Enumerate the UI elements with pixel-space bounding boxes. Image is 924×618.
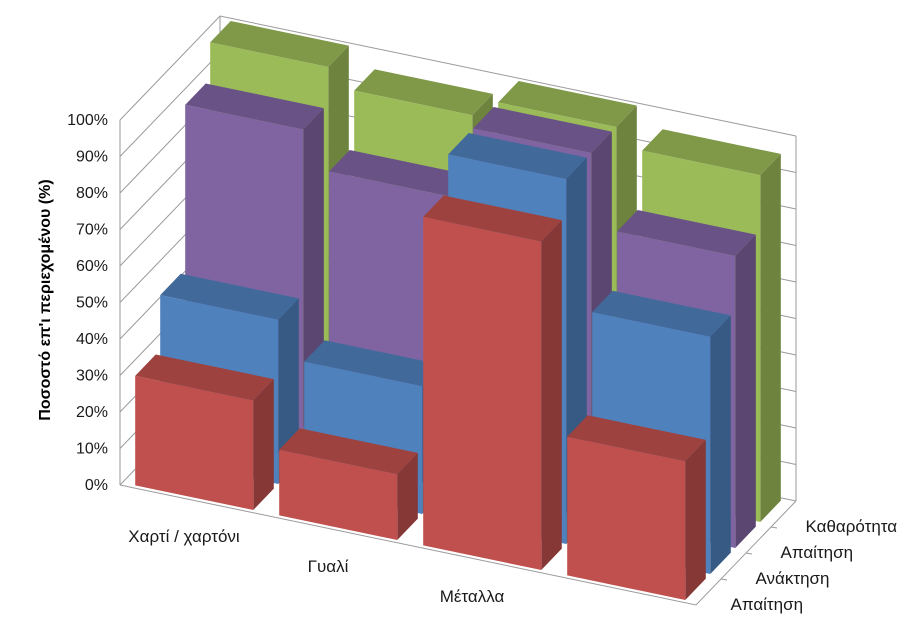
series-label: Ανάκτηση	[756, 569, 830, 588]
bar-top	[423, 195, 562, 242]
y-tick-label: 30%	[76, 368, 108, 385]
bar	[567, 415, 706, 600]
bar-top	[279, 428, 418, 475]
bar	[423, 195, 562, 570]
bar-side	[397, 452, 418, 540]
bar	[135, 354, 274, 510]
bar-side	[735, 234, 756, 548]
y-tick-label: 60%	[76, 258, 108, 275]
depth-tick	[770, 526, 778, 529]
bar-top	[329, 150, 468, 196]
y-tick-label: 100%	[67, 112, 108, 129]
bar-side	[685, 439, 706, 600]
y-tick-label: 90%	[76, 149, 108, 166]
category-label: Γυαλί	[308, 557, 349, 576]
bar-top	[617, 210, 756, 256]
bar-front	[279, 449, 398, 540]
y-tick-label: 0%	[85, 477, 108, 494]
category-label: Χαρτί / χαρτόνι	[128, 527, 240, 546]
bar-side	[253, 379, 274, 510]
bar-front	[135, 375, 254, 510]
bar-top	[210, 21, 349, 67]
bar-top	[185, 83, 324, 130]
bar-top	[135, 354, 274, 401]
bar-top	[473, 107, 612, 153]
bar-front	[567, 436, 686, 600]
bar-top	[567, 415, 706, 462]
bar-top	[354, 69, 493, 116]
floor-edge	[119, 484, 797, 606]
bar-side	[710, 315, 731, 574]
bar	[279, 428, 418, 540]
y-tick-label: 20%	[76, 404, 108, 421]
y-axis-title: Ποσοστό επ'ι περιεχομένου (%)	[37, 179, 54, 420]
depth-tick	[720, 578, 728, 581]
bar-top	[448, 133, 587, 179]
y-tick-label: 70%	[76, 222, 108, 239]
bar-top	[592, 290, 731, 337]
y-tick-label: 10%	[76, 441, 108, 458]
bar-top	[498, 81, 637, 127]
bar-top	[304, 340, 443, 387]
depth-tick	[745, 552, 753, 555]
y-tick-label: 80%	[76, 185, 108, 202]
chart-bars	[135, 21, 781, 600]
series-label: Απαίτηση	[731, 595, 804, 614]
series-label: Καθαρότητα	[806, 517, 898, 536]
bar-front	[423, 216, 542, 570]
series-label: Απαίτηση	[781, 543, 854, 562]
y-tick-label: 40%	[76, 331, 108, 348]
chart-labels: 0% 10% 20% 30% 40% 50% 60% 70% 80% 90% 100% Χαρτί /…	[67, 112, 897, 618]
category-label: Μέταλλα	[440, 587, 505, 606]
bar-side	[760, 153, 781, 522]
bar-top	[160, 273, 299, 320]
bar-top	[642, 129, 781, 176]
y-tick-label: 50%	[76, 295, 108, 312]
bar-side	[541, 220, 562, 570]
